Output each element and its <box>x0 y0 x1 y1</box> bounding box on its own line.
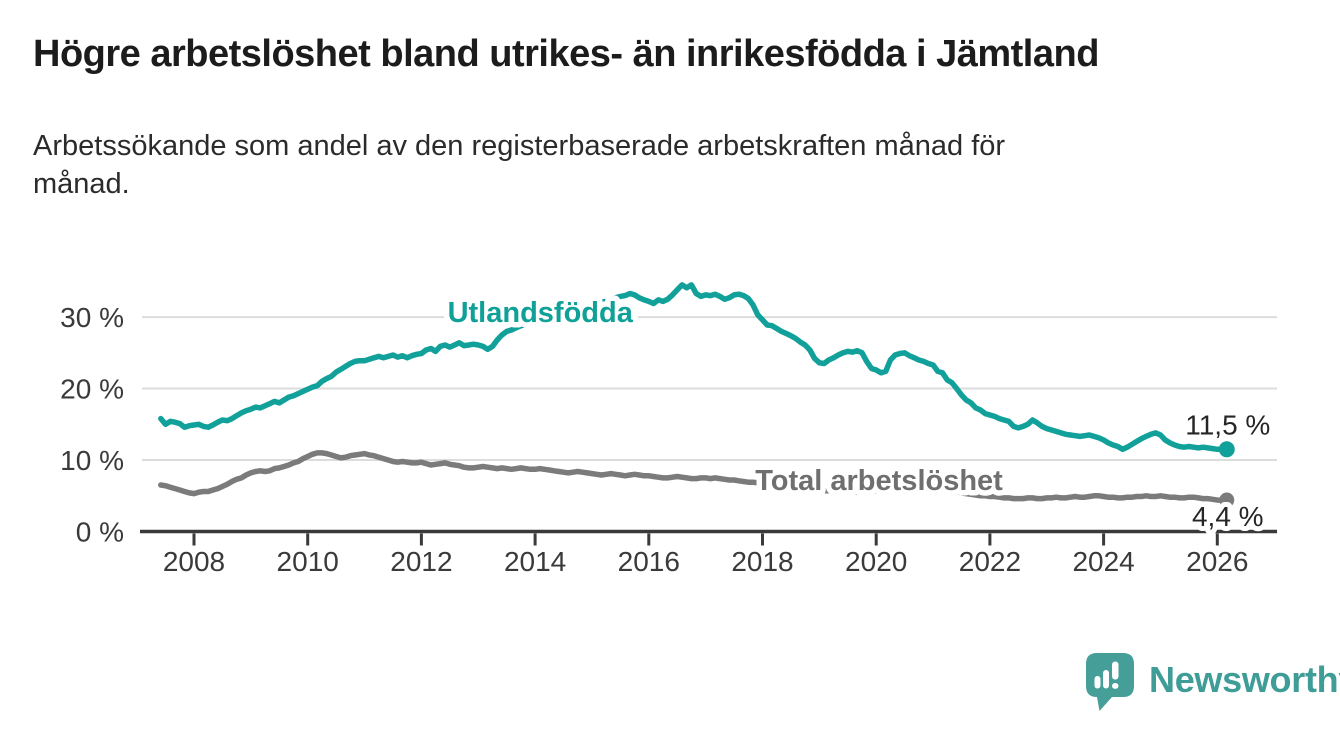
x-tick-label-2024: 2024 <box>1072 546 1134 577</box>
series-line-utlandsfodda <box>158 282 1230 453</box>
y-tick-label-0: 0 % <box>76 517 124 548</box>
y-tick-label-30: 30 % <box>60 302 124 333</box>
newsworthy-logo-icon <box>1086 653 1134 711</box>
logo-exclamation-dot <box>1112 683 1119 689</box>
series-end-dot-total-arbetsloshet <box>1219 492 1235 508</box>
x-tick-label-2010: 2010 <box>277 546 339 577</box>
x-tick-label-2020: 2020 <box>845 546 907 577</box>
chart-subtitle: Arbetssökande som andel av den registerb… <box>33 130 1006 200</box>
series-label-utlandsfodda: Utlandsfödda <box>448 297 634 329</box>
x-tick-label-2018: 2018 <box>731 546 793 577</box>
logo-exclamation-bar <box>1112 661 1119 680</box>
series-line-total-arbetsloshet <box>158 450 1230 503</box>
x-tick-label-2008: 2008 <box>163 546 225 577</box>
page-title: Högre arbetslöshet bland utrikes- än inr… <box>33 33 1099 75</box>
newsworthy-branding: Newsworthy <box>1086 653 1340 713</box>
series-label-total-arbetsloshet: Total arbetslöshet <box>755 465 1003 497</box>
x-tick-label-2026: 2026 <box>1186 546 1248 577</box>
x-tick-label-2016: 2016 <box>618 546 680 577</box>
logo-bar-short <box>1094 676 1101 689</box>
series-end-dot-utlandsfodda <box>1218 441 1235 458</box>
end-value-label-total-arbetsloshet: 4,4 % <box>1192 501 1264 532</box>
y-tick-label-10: 10 % <box>60 445 124 476</box>
x-tick-label-2022: 2022 <box>959 546 1021 577</box>
logo-bar-tall <box>1103 670 1109 689</box>
speech-bubble-shape <box>1086 653 1134 711</box>
x-tick-label-2012: 2012 <box>390 546 452 577</box>
x-tick-label-2014: 2014 <box>504 546 566 577</box>
end-value-label-utlandsfodda: 11,5 % <box>1185 409 1270 440</box>
logo-wordmark: Newsworthy <box>1149 659 1340 700</box>
y-tick-label-20: 20 % <box>60 374 124 405</box>
